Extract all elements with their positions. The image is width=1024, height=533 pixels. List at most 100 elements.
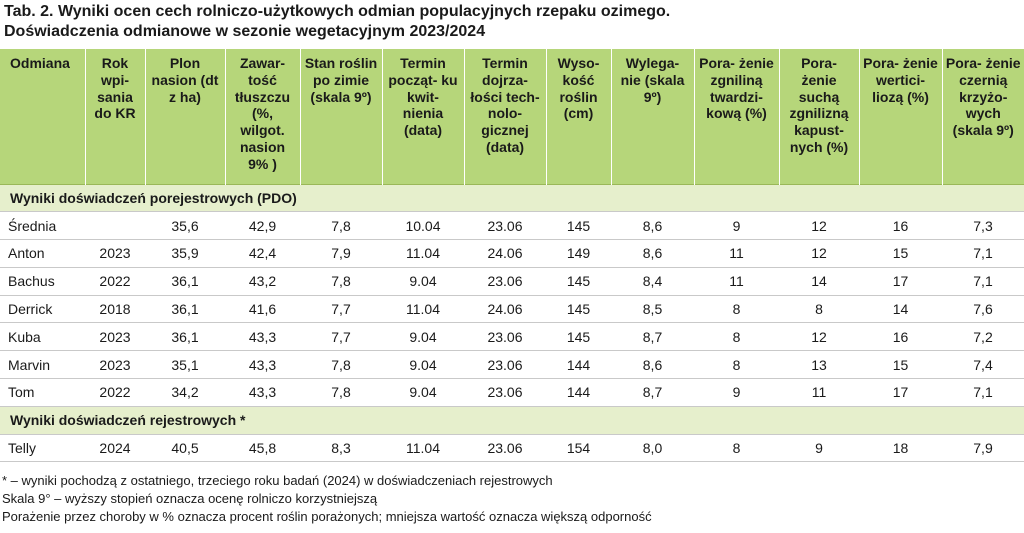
header-stan-roslin: Stan roślin po zimie (skala 9º) bbox=[299, 49, 382, 184]
table-cell: 16 bbox=[859, 322, 942, 352]
table-cell: 12 bbox=[779, 211, 859, 241]
table-cell: 23.06 bbox=[464, 378, 546, 407]
variety-name-cell: Bachus bbox=[0, 267, 85, 296]
table-cell: 11 bbox=[694, 239, 779, 268]
table-cell: 9.04 bbox=[382, 322, 464, 352]
header-termin-kwitnienia: Termin począt- ku kwit- nienia (data) bbox=[381, 49, 464, 184]
table-cell: 14 bbox=[859, 295, 942, 324]
table-cell: 11.04 bbox=[382, 434, 464, 463]
table-body: Wyniki doświadczeń porejestrowych (PDO) Ś… bbox=[0, 184, 1024, 463]
table-cell: 12 bbox=[779, 322, 859, 352]
table-header: Odmiana Rok wpi- sania do KR Plon nasion… bbox=[0, 49, 1024, 184]
footnote-disease: Porażenie przez choroby w % oznacza proc… bbox=[2, 509, 652, 524]
table-row: Średnia 35,6 42,9 7,8 10.04 23.06 145 8,6 9 12 16 7… bbox=[0, 211, 1024, 241]
table-cell: 45,8 bbox=[225, 434, 300, 463]
table-row: Bachus 2022 36,1 43,2 7,8 9.04 23.06 145 8,4 11 14… bbox=[0, 267, 1024, 296]
variety-name-cell: Kuba bbox=[0, 322, 85, 352]
table-cell: 145 bbox=[546, 322, 611, 352]
variety-name-cell: Anton bbox=[0, 239, 85, 268]
table-title: Tab. 2. Wyniki ocen cech rolniczo-użytko… bbox=[4, 2, 670, 42]
table-cell: 23.06 bbox=[464, 322, 546, 352]
table-row: Anton 2023 35,9 42,4 7,9 11.04 24.06 149 8,6 11 12… bbox=[0, 239, 1024, 268]
table-cell: 7,9 bbox=[300, 239, 382, 268]
table-title-line1: Tab. 2. Wyniki ocen cech rolniczo-użytko… bbox=[4, 3, 671, 20]
section-label: Wyniki doświadczeń porejestrowych (PDO) bbox=[0, 184, 1024, 213]
variety-name-cell: Tom bbox=[0, 378, 85, 407]
table-cell: 9.04 bbox=[382, 267, 464, 296]
table-cell: 11.04 bbox=[382, 295, 464, 324]
table-cell: 8,4 bbox=[611, 267, 694, 296]
header-wyleganie: Wylega- nie (skala 9º) bbox=[610, 49, 694, 184]
table-cell: 18 bbox=[859, 434, 942, 463]
table-cell: 35,9 bbox=[145, 239, 225, 268]
header-zawartosc-tluszczu: Zawar- tość tłuszczu (%, wilgot. nasion … bbox=[224, 49, 300, 184]
table-cell: 11.04 bbox=[382, 239, 464, 268]
table-cell: 149 bbox=[546, 239, 611, 268]
table-cell: 2024 bbox=[85, 434, 145, 463]
table-cell: 36,1 bbox=[145, 295, 225, 324]
variety-name-cell: Marvin bbox=[0, 350, 85, 380]
table-cell: 144 bbox=[546, 378, 611, 407]
table-cell: 43,3 bbox=[225, 322, 300, 352]
table-cell: 11 bbox=[694, 267, 779, 296]
table-cell: 43,3 bbox=[225, 378, 300, 407]
table-cell: 8,6 bbox=[611, 350, 694, 380]
table-cell: 13 bbox=[779, 350, 859, 380]
table-cell: 8,3 bbox=[300, 434, 382, 463]
section-label: Wyniki doświadczeń rejestrowych * bbox=[0, 406, 1024, 435]
table-cell: 2023 bbox=[85, 322, 145, 352]
table-cell: 145 bbox=[546, 267, 611, 296]
table-cell: 7,1 bbox=[942, 378, 1024, 407]
table-cell: 7,7 bbox=[300, 322, 382, 352]
header-sucha-zgnilizna: Pora- żenie suchą zgnilizną kapust- nych… bbox=[778, 49, 859, 184]
table-cell: 144 bbox=[546, 350, 611, 380]
table-cell: 145 bbox=[546, 295, 611, 324]
table-cell: 23.06 bbox=[464, 434, 546, 463]
table-cell: 9 bbox=[694, 378, 779, 407]
table-cell: 43,3 bbox=[225, 350, 300, 380]
table-cell: 7,8 bbox=[300, 211, 382, 241]
section-row: Wyniki doświadczeń rejestrowych * bbox=[0, 406, 1024, 435]
table-cell: 7,3 bbox=[942, 211, 1024, 241]
table-title-line2: Doświadczenia odmianowe w sezonie wegeta… bbox=[4, 23, 486, 40]
table-cell: 8,0 bbox=[611, 434, 694, 463]
table-cell: 15 bbox=[859, 239, 942, 268]
results-table: Odmiana Rok wpi- sania do KR Plon nasion… bbox=[0, 49, 1024, 463]
table-cell: 17 bbox=[859, 267, 942, 296]
table-cell: 145 bbox=[546, 211, 611, 241]
table-cell: 154 bbox=[546, 434, 611, 463]
table-cell: 36,1 bbox=[145, 267, 225, 296]
table-cell: 8,7 bbox=[611, 378, 694, 407]
table-cell: 43,2 bbox=[225, 267, 300, 296]
table-cell: 8,6 bbox=[611, 211, 694, 241]
table-cell: 23.06 bbox=[464, 267, 546, 296]
footnote-scale: Skala 9° – wyższy stopień oznacza ocenę … bbox=[2, 491, 378, 506]
header-termin-dojrzalosci: Termin dojrza- łości tech- nolo- gicznej… bbox=[463, 49, 546, 184]
table-cell: 8 bbox=[694, 350, 779, 380]
table-cell: 23.06 bbox=[464, 211, 546, 241]
table-row: Derrick 2018 36,1 41,6 7,7 11.04 24.06 145 8,5 8 8… bbox=[0, 295, 1024, 324]
table-cell: 12 bbox=[779, 239, 859, 268]
table-cell: 8,5 bbox=[611, 295, 694, 324]
table-cell: 2022 bbox=[85, 267, 145, 296]
header-rok-wpisania: Rok wpi- sania do KR bbox=[84, 49, 145, 184]
section-row: Wyniki doświadczeń porejestrowych (PDO) bbox=[0, 184, 1024, 213]
table-cell: 15 bbox=[859, 350, 942, 380]
table-cell: 9 bbox=[694, 211, 779, 241]
table-cell: 8 bbox=[694, 295, 779, 324]
table-cell: 7,8 bbox=[300, 267, 382, 296]
table-cell: 8,7 bbox=[611, 322, 694, 352]
header-row: Odmiana Rok wpi- sania do KR Plon nasion… bbox=[0, 49, 1024, 184]
header-werticilioza: Pora- żenie wertici- liozą (%) bbox=[858, 49, 942, 184]
table-cell: 7,2 bbox=[942, 322, 1024, 352]
table-cell: 42,9 bbox=[225, 211, 300, 241]
table-cell: 7,6 bbox=[942, 295, 1024, 324]
table-cell: 7,8 bbox=[300, 350, 382, 380]
header-wysokosc-roslin: Wyso- kość roślin (cm) bbox=[545, 49, 611, 184]
table-cell: 7,1 bbox=[942, 239, 1024, 268]
footnotes: * – wyniki pochodzą z ostatniego, trzeci… bbox=[2, 472, 652, 526]
variety-name-cell: Średnia bbox=[0, 211, 85, 241]
table-cell: 9 bbox=[779, 434, 859, 463]
table-cell: 11 bbox=[779, 378, 859, 407]
table-cell: 2018 bbox=[85, 295, 145, 324]
